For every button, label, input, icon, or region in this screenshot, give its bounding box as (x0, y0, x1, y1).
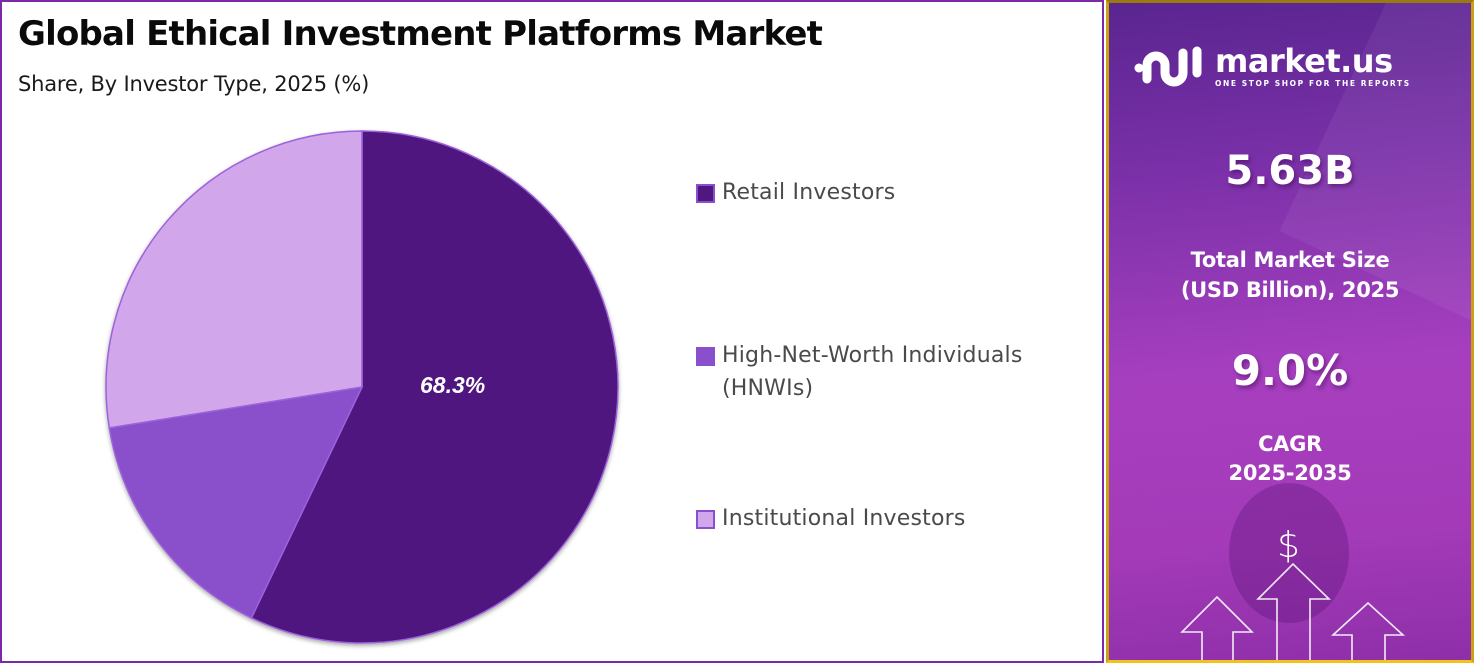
legend-item-retail[interactable]: Retail Investors (696, 180, 895, 209)
legend-item-hnwi[interactable]: High-Net-Worth Individuals (HNWIs) (696, 343, 1076, 405)
brand-name: market.us (1215, 41, 1393, 80)
brand-logo: market.us ONE STOP SHOP FOR THE REPORTS (1133, 41, 1411, 91)
legend-swatch-institutional (696, 510, 715, 529)
summary-panel: market.us ONE STOP SHOP FOR THE REPORTS … (1106, 0, 1474, 663)
pie-slice-retail-investors[interactable] (250, 130, 619, 644)
market-size-value: 5.63B (1225, 148, 1355, 194)
market-size-label-line2: (USD Billion), 2025 (1180, 278, 1400, 302)
legend-label: Institutional Investors (722, 506, 966, 531)
chart-subtitle: Share, By Investor Type, 2025 (%) (18, 72, 370, 96)
growth-arrows-icon (1180, 562, 1406, 660)
cagr-label-line2: 2025-2035 (1228, 461, 1352, 485)
legend-label: Retail Investors (722, 180, 896, 205)
pie-slice-hnwi[interactable] (108, 386, 364, 619)
pie-data-label: 68.3% (420, 372, 486, 398)
market-us-logo-icon (1134, 46, 1202, 87)
legend-item-institutional[interactable]: Institutional Investors (696, 506, 966, 535)
chart-panel: Global Ethical Investment Platforms Mark… (0, 0, 1104, 663)
pie-chart (105, 130, 619, 644)
cagr-value: 9.0% (1231, 346, 1349, 395)
market-size-label-line1: Total Market Size (1190, 248, 1390, 272)
dollar-icon: $ (1277, 525, 1300, 566)
cagr-label-line1: CAGR (1258, 432, 1322, 456)
legend-swatch-hnwi (696, 347, 715, 366)
legend-label: High-Net-Worth Individuals (HNWIs) (722, 343, 1023, 401)
legend-swatch-retail (696, 184, 715, 203)
brand-tagline: ONE STOP SHOP FOR THE REPORTS (1215, 78, 1411, 88)
pie-slice-institutional-investors[interactable] (105, 130, 363, 429)
chart-title: Global Ethical Investment Platforms Mark… (18, 14, 823, 54)
